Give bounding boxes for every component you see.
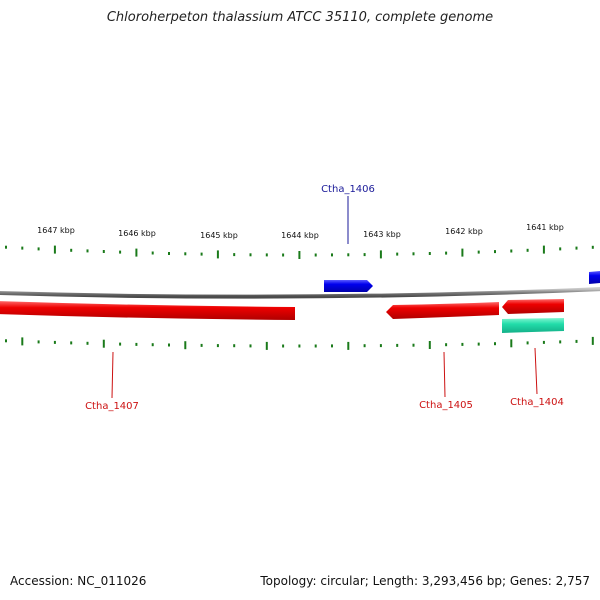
tick-label-1643: 1643 kbp [363,230,401,239]
tick-label-1645: 1645 kbp [200,231,238,240]
tick-label-1646: 1646 kbp [118,229,156,238]
genome-backbone [0,287,600,299]
gene-label-ctha-1404[interactable]: Ctha_1404 [510,397,564,408]
tick-label-1641: 1641 kbp [526,223,564,232]
gene-ctha-1407-arrow[interactable] [0,301,295,320]
accession-text: Accession: NC_011026 [10,574,147,588]
inner-tick-track [5,336,594,350]
tick-label-1647: 1647 kbp [37,226,75,235]
leader-line-ctha-1404 [534,347,538,395]
gene-partial-forward-arrow[interactable] [589,271,600,284]
genome-summary-text: Topology: circular; Length: 3,293,456 bp… [260,574,590,588]
leader-line-ctha-1405 [443,351,446,398]
cyan-feature-bar[interactable] [502,318,564,333]
gene-ctha-1405-arrow[interactable] [386,302,499,319]
gene-label-ctha-1406[interactable]: Ctha_1406 [321,184,375,195]
gene-label-ctha-1407[interactable]: Ctha_1407 [85,401,139,412]
scale-labels: 1647 kbp 1646 kbp 1645 kbp 1644 kbp 1643… [37,223,564,240]
tick-label-1642: 1642 kbp [445,227,483,236]
gene-ctha-1404-arrow[interactable] [502,299,564,314]
gene-ctha-1406-arrow[interactable] [324,280,373,292]
gene-labels: Ctha_1406 Ctha_1407 Ctha_1405 Ctha_1404 [85,184,564,412]
leader-line-ctha-1407 [111,351,114,399]
tick-label-1644: 1644 kbp [281,231,319,240]
outer-tick-track [5,245,594,259]
genome-title: Chloroherpeton thalassium ATCC 35110, co… [106,10,494,25]
gene-label-ctha-1405[interactable]: Ctha_1405 [419,400,473,411]
